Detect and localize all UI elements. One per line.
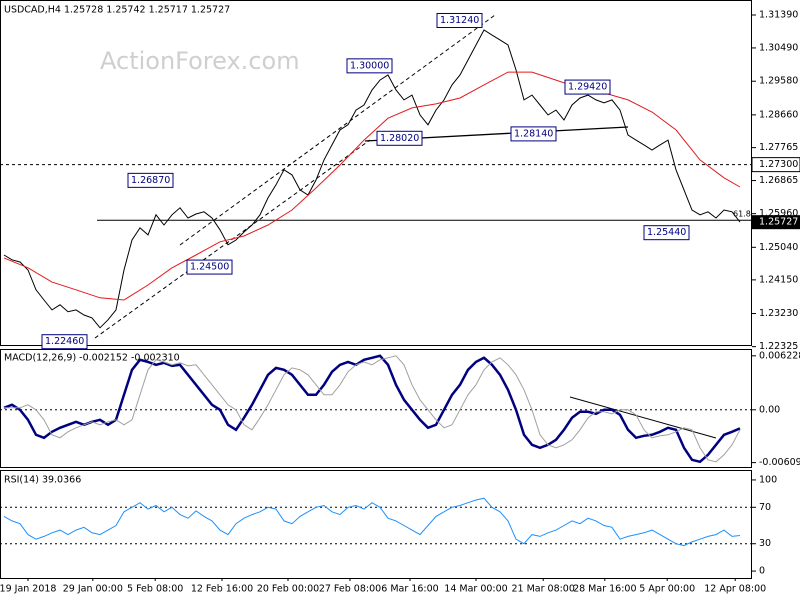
price-title: USDCAD,H4 1.25728 1.25742 1.25717 1.2572… bbox=[4, 5, 230, 16]
macd-trendline bbox=[569, 396, 717, 439]
annotation-box bbox=[643, 225, 690, 241]
series-line bbox=[3, 354, 741, 464]
annotation-box bbox=[436, 12, 483, 28]
annotation-label: 1.26870 bbox=[131, 175, 170, 186]
y-tick-label: 1.28660 bbox=[759, 109, 798, 120]
annotation-box bbox=[376, 130, 423, 146]
annotation-box bbox=[346, 58, 393, 74]
x-tick-label: 14 Mar 00:00 bbox=[444, 584, 507, 595]
macd-panel bbox=[0, 349, 752, 468]
y-tick-label: 1.31390 bbox=[759, 10, 798, 21]
x-tick-label: 19 Jan 2018 bbox=[0, 584, 56, 595]
x-tick-label: 20 Feb 00:00 bbox=[257, 584, 319, 595]
x-tick-label: 29 Jan 00:00 bbox=[63, 584, 123, 595]
y-tick-label: 70 bbox=[759, 502, 771, 513]
x-tick-label: 21 Mar 08:00 bbox=[511, 584, 574, 595]
annotation-box bbox=[564, 79, 611, 95]
last-price-box bbox=[752, 215, 800, 230]
price-panel bbox=[0, 0, 752, 346]
annotation-box bbox=[510, 126, 557, 142]
x-tick-label: 28 Mar 16:00 bbox=[573, 584, 636, 595]
y-tick-label: 100 bbox=[759, 474, 777, 485]
series-line bbox=[3, 29, 741, 329]
y-tick-label: 1.29580 bbox=[759, 76, 798, 87]
annotation-label: 1.28020 bbox=[380, 133, 419, 144]
x-tick-label: 6 Mar 16:00 bbox=[381, 584, 438, 595]
y-tick-label: 0 bbox=[759, 566, 765, 577]
y-tick-label: 30 bbox=[759, 538, 771, 549]
series-line bbox=[3, 71, 741, 301]
y-tick-label: 0.006228 bbox=[759, 350, 800, 361]
x-tick-label: 12 Apr 08:00 bbox=[704, 584, 766, 595]
y-tick-label: 1.23230 bbox=[759, 308, 798, 319]
series-line bbox=[4, 355, 741, 463]
rsi-title: RSI(14) 39.0366 bbox=[4, 475, 81, 486]
level-label: 1.27300 bbox=[759, 159, 798, 170]
level-label-box bbox=[751, 157, 800, 173]
series-line bbox=[3, 497, 741, 547]
y-tick-label: 1.22325 bbox=[759, 341, 798, 352]
annotation-label: 1.24500 bbox=[190, 262, 229, 273]
watermark: ActionForex.com bbox=[100, 47, 300, 75]
y-tick-label: 1.27765 bbox=[759, 142, 798, 153]
y-tick-label: 0.00 bbox=[759, 404, 780, 415]
last-price-label: 1.25727 bbox=[759, 217, 798, 228]
x-tick-label: 5 Apr 00:00 bbox=[639, 584, 695, 595]
x-tick-label: 27 Feb 08:00 bbox=[319, 584, 381, 595]
y-tick-label: 1.25040 bbox=[759, 242, 798, 253]
annotation-label: 1.31240 bbox=[440, 15, 479, 26]
fib-label: 61.8 bbox=[733, 210, 751, 219]
annotation-label: 1.30000 bbox=[350, 60, 389, 71]
annotation-label: 1.25440 bbox=[647, 227, 686, 238]
channel-line bbox=[179, 14, 496, 246]
y-tick-label: 1.25960 bbox=[759, 208, 798, 219]
annotation-label: 1.28140 bbox=[514, 128, 553, 139]
x-tick-label: 5 Feb 08:00 bbox=[127, 584, 183, 595]
macd-title: MACD(12,26,9) -0.002152 -0.002310 bbox=[4, 353, 180, 364]
y-tick-label: 1.30490 bbox=[759, 42, 798, 53]
annotation-label: 1.29420 bbox=[568, 82, 607, 93]
y-tick-label: 1.24150 bbox=[759, 274, 798, 285]
x-tick-label: 12 Feb 16:00 bbox=[191, 584, 253, 595]
annotation-box bbox=[127, 172, 174, 188]
y-tick-label: -0.006095 bbox=[759, 457, 800, 468]
y-tick-label: 1.26865 bbox=[759, 175, 798, 186]
rsi-panel bbox=[0, 470, 752, 579]
annotation-box bbox=[186, 259, 233, 275]
annotation-label: 1.22460 bbox=[45, 336, 84, 347]
annotation-box bbox=[41, 334, 88, 350]
